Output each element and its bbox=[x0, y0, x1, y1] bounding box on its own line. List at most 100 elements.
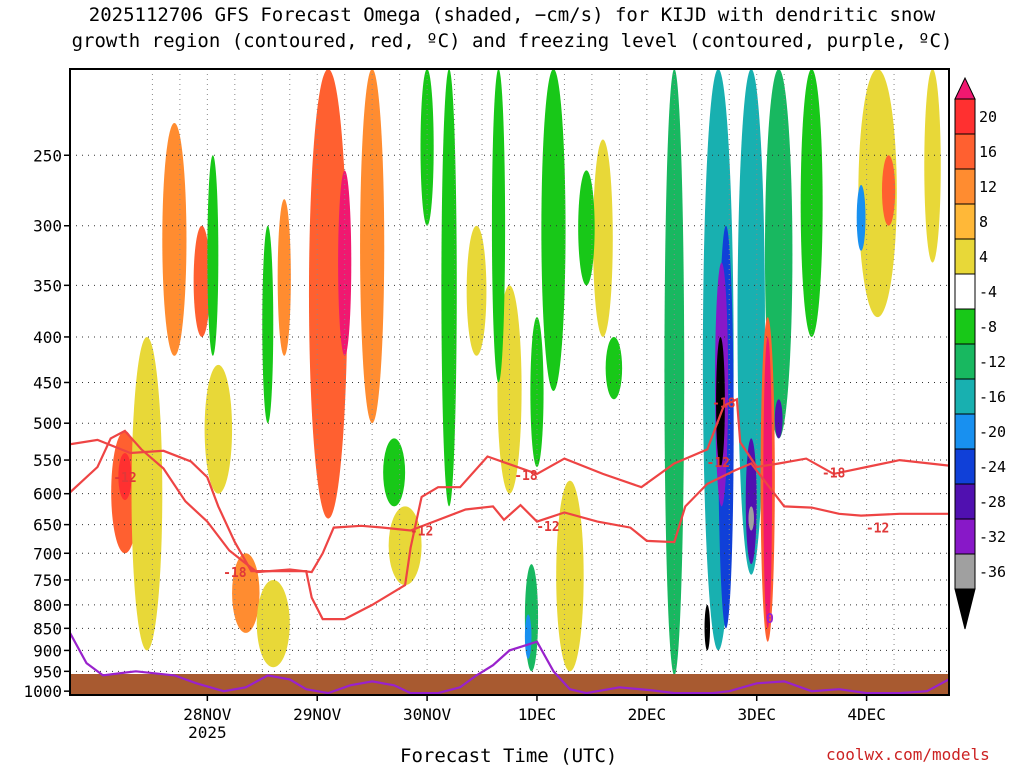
omega-shading-cell bbox=[881, 155, 896, 226]
contour-label: -18 bbox=[514, 469, 538, 484]
colorbar-swatch bbox=[954, 553, 976, 590]
x-tick-label: 30NOV bbox=[403, 705, 452, 724]
y-tick-label: 950 bbox=[33, 662, 62, 681]
omega-shading-cell bbox=[605, 336, 623, 400]
colorbar-label: 20 bbox=[979, 108, 997, 126]
colorbar-label: 12 bbox=[979, 178, 997, 196]
colorbar-swatch bbox=[954, 168, 976, 205]
colorbar-label: -8 bbox=[979, 318, 997, 336]
y-tick-label: 700 bbox=[33, 544, 62, 563]
colorbar-label: 16 bbox=[979, 143, 997, 161]
omega-shading-cell bbox=[360, 69, 385, 424]
y-tick-label: 1000 bbox=[23, 682, 62, 701]
omega-shading-cell bbox=[858, 69, 897, 318]
omega-shading-cell bbox=[118, 452, 132, 501]
colorbar-swatch bbox=[954, 413, 976, 450]
colorbar-swatch bbox=[954, 343, 976, 380]
x-axis-label: Forecast Time (UTC) bbox=[400, 745, 618, 767]
omega-shading-cell bbox=[420, 69, 434, 226]
colorbar-swatch bbox=[954, 378, 976, 415]
omega-shading-cell bbox=[748, 506, 754, 531]
omega-shading-cell bbox=[262, 225, 274, 424]
x-tick-label: 3DEC bbox=[737, 705, 776, 724]
dgz-contour-minus-12 bbox=[70, 429, 949, 574]
colorbar-label: -32 bbox=[979, 528, 1006, 546]
colorbar-top-arrow bbox=[954, 76, 976, 100]
omega-shading-cell bbox=[774, 399, 783, 439]
omega-shading-cell bbox=[131, 336, 163, 651]
colorbar-swatch bbox=[954, 308, 976, 345]
omega-shading-cell bbox=[204, 364, 233, 494]
y-tick-label: 450 bbox=[33, 373, 62, 392]
colorbar-label: -12 bbox=[979, 353, 1006, 371]
contour-label: -18 bbox=[712, 397, 736, 412]
omega-shading-cell bbox=[466, 225, 487, 356]
y-tick-label: 750 bbox=[33, 571, 62, 590]
colorbar-label: -36 bbox=[979, 563, 1006, 581]
colorbar-swatch bbox=[954, 238, 976, 275]
omega-shading-cell bbox=[745, 438, 757, 565]
colorbar-label: -24 bbox=[979, 458, 1006, 476]
omega-shading-cell bbox=[764, 69, 793, 439]
y-tick-label: 800 bbox=[33, 596, 62, 615]
omega-shading-cell bbox=[383, 438, 406, 507]
contour-label: -12 bbox=[113, 471, 136, 486]
x-tick-sublabel: 2025 bbox=[188, 723, 227, 742]
y-tick-label: 500 bbox=[33, 414, 62, 433]
colorbar-label: -28 bbox=[979, 493, 1006, 511]
contour-label: -12 bbox=[707, 456, 730, 471]
y-tick-label: 400 bbox=[33, 328, 62, 347]
omega-shading-cell bbox=[256, 579, 290, 668]
colorbar-label: 8 bbox=[979, 213, 988, 231]
colorbar-swatch bbox=[954, 448, 976, 485]
omega-shading-cell bbox=[524, 614, 532, 659]
colorbar-swatch bbox=[954, 133, 976, 170]
site-credit: coolwx.com/models bbox=[826, 745, 990, 764]
y-tick-label: 900 bbox=[33, 641, 62, 660]
omega-shading-cell bbox=[763, 336, 773, 629]
y-tick-label: 250 bbox=[33, 146, 62, 165]
contour-label: -18 bbox=[822, 466, 846, 481]
omega-shading-cell bbox=[541, 69, 566, 391]
chart-title-line-2: growth region (contoured, red, ºC) and f… bbox=[71, 30, 953, 52]
omega-shading-cell bbox=[856, 185, 866, 251]
omega-shading-cell bbox=[308, 69, 348, 519]
dgz-contour-minus-18 bbox=[70, 397, 949, 621]
omega-shading-cell bbox=[530, 317, 544, 468]
colorbar-label: -4 bbox=[979, 283, 997, 301]
x-tick-label: 28NOV bbox=[183, 705, 232, 724]
chart-title-line-1: 2025112706 GFS Forecast Omega (shaded, −… bbox=[88, 4, 936, 26]
contour-label: -12 bbox=[410, 525, 433, 540]
omega-shading-cell bbox=[207, 155, 219, 356]
omega-shading-cell bbox=[924, 69, 941, 263]
omega-shading-cell bbox=[232, 553, 260, 633]
omega-shading-cell bbox=[441, 69, 457, 507]
colorbar-label: 4 bbox=[979, 248, 988, 266]
colorbar-bottom-arrow bbox=[954, 588, 976, 630]
colorbar-swatch bbox=[954, 98, 976, 135]
y-tick-label: 300 bbox=[33, 217, 62, 236]
y-tick-label: 550 bbox=[33, 451, 62, 470]
colorbar-swatch bbox=[954, 518, 976, 555]
contour-label: -12 bbox=[866, 522, 889, 537]
x-tick-label: 1DEC bbox=[518, 705, 557, 724]
freezing-level-contour bbox=[70, 632, 949, 695]
y-tick-label: 350 bbox=[33, 276, 62, 295]
x-tick-label: 29NOV bbox=[293, 705, 342, 724]
colorbar-label: -16 bbox=[979, 388, 1006, 406]
contour-label: 0 bbox=[766, 612, 774, 627]
colorbar-swatch bbox=[954, 203, 976, 240]
x-tick-label: 2DEC bbox=[628, 705, 667, 724]
omega-shading-cell bbox=[716, 336, 725, 468]
omega-shading-cell bbox=[491, 69, 506, 383]
omega-shading-cell bbox=[193, 225, 211, 337]
omega-shading-cell bbox=[704, 604, 711, 651]
y-tick-label: 650 bbox=[33, 516, 62, 535]
omega-shading-cell bbox=[162, 123, 187, 356]
colorbar-label: -20 bbox=[979, 423, 1006, 441]
contour-label: -18 bbox=[223, 566, 247, 581]
omega-shading-cell bbox=[277, 199, 291, 356]
colorbar: 20 16 12 8 4 -4 -8 -12 -16 -20 -24 -28 -32 -36 bbox=[954, 76, 1006, 630]
omega-shading-cell bbox=[800, 69, 823, 337]
